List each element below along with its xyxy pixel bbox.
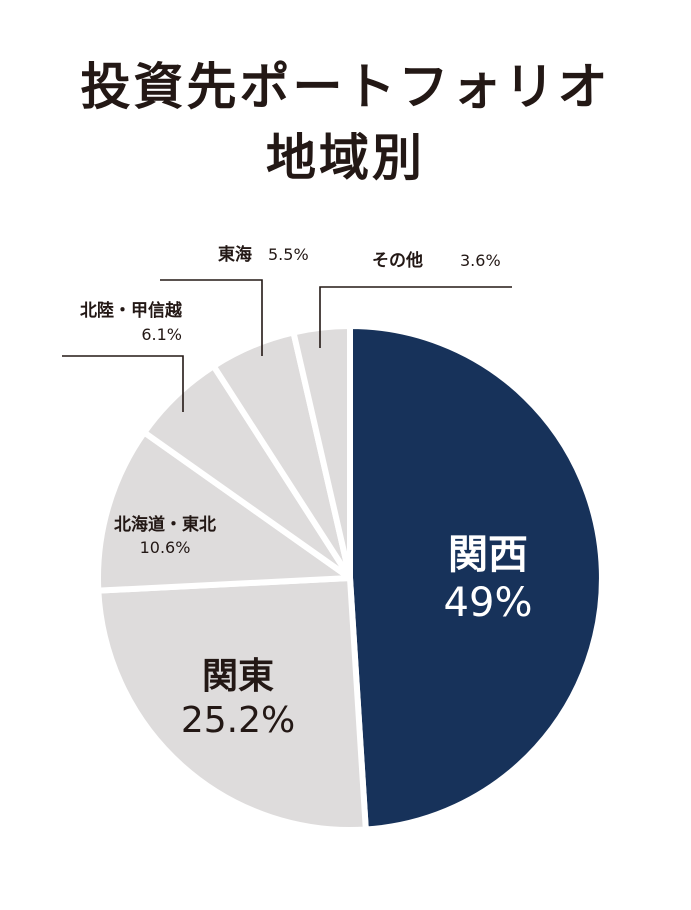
chart-title-line2: 地域別 — [266, 129, 425, 187]
slice-value-tokai: 5.5% — [268, 245, 309, 264]
pie-slice-hokkaido — [95, 429, 353, 594]
slice-value-kansai: 49% — [444, 580, 533, 626]
slice-label-hokuriku: 北陸・甲信越 — [80, 300, 183, 321]
slice-label-kanto: 関東 — [202, 656, 274, 697]
pie-slice-kanto — [95, 575, 369, 833]
slice-label-tokai: 東海 — [218, 244, 252, 265]
slice-label-other: その他 — [372, 250, 423, 271]
slice-value-kanto: 25.2% — [181, 700, 295, 741]
slice-value-other: 3.6% — [460, 251, 501, 270]
chart-title-line1: 投資先ポートフォリオ — [80, 58, 611, 116]
pie-slice-kansai — [347, 323, 605, 833]
slice-label-kansai: 関西 — [448, 532, 528, 578]
slice-value-hokkaido: 10.6% — [140, 538, 191, 557]
slice-label-hokkaido: 北海道・東北 — [114, 514, 216, 535]
leader-line-tokai — [160, 279, 263, 356]
leader-line-hokuriku — [62, 355, 184, 412]
pie-slice-other — [290, 323, 353, 581]
leader-line-other — [319, 286, 512, 348]
slice-value-hokuriku: 6.1% — [141, 325, 182, 344]
